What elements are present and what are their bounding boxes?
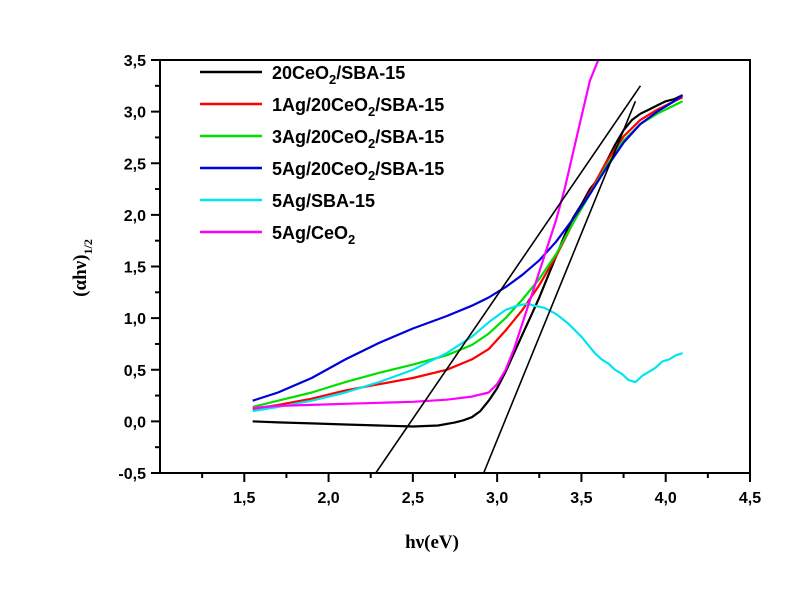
tangent-layer: [375, 85, 642, 473]
series-line-4: [252, 94, 684, 402]
y-tick-label: 1,5: [124, 260, 146, 277]
x-tick-label: 3,0: [486, 490, 508, 507]
plot-frame: [159, 59, 751, 474]
x-tick-label: 2,0: [317, 490, 339, 507]
x-tick-label: 1,5: [233, 490, 255, 507]
series-line-1: [252, 94, 684, 428]
series-line-5: [252, 302, 683, 413]
y-tick-label: 0,5: [124, 363, 146, 380]
y-tick-label: 3,5: [124, 53, 146, 70]
legend-label: 1Ag/20CeO2/SBA-15: [272, 95, 444, 119]
legend-label: 5Ag/20CeO2/SBA-15: [272, 159, 444, 183]
legend-label: 5Ag/SBA-15: [272, 191, 375, 211]
x-axis-title: hν(eV): [405, 532, 459, 553]
y-axis-title: (αhν)1/2: [70, 239, 95, 297]
legend-label: 3Ag/20CeO2/SBA-15: [272, 127, 444, 151]
y-tick-label: 2,0: [124, 208, 146, 225]
tangent-line-1: [375, 85, 642, 473]
x-tick-label: 2,5: [402, 490, 424, 507]
y-tick-label: 0,0: [124, 414, 146, 431]
y-tick-label: 2,5: [124, 156, 146, 173]
x-tick-label: 4,5: [739, 490, 761, 507]
legend-label: 20CeO2/SBA-15: [272, 63, 405, 87]
x-tick-label: 4,0: [655, 490, 677, 507]
y-tick-label: 1,0: [124, 311, 146, 328]
tangent-line-2: [482, 100, 637, 473]
legend-label: 5Ag/CeO2: [272, 223, 355, 247]
legend: 20CeO2/SBA-15 1Ag/20CeO2/SBA-15 3Ag/20CeO2…: [200, 63, 444, 247]
ticks-layer: 1,5 2,0 2,5 3,0 3,5 4,0 4,5 -0,5 0,0 0,5 1,0 1,5 2,0…: [118, 53, 761, 507]
y-tick-label: 3,0: [124, 105, 146, 122]
series-line-6: [252, 60, 600, 410]
series-layer: [252, 60, 684, 428]
x-tick-label: 3,5: [570, 490, 592, 507]
y-tick-label: -0,5: [118, 466, 146, 483]
